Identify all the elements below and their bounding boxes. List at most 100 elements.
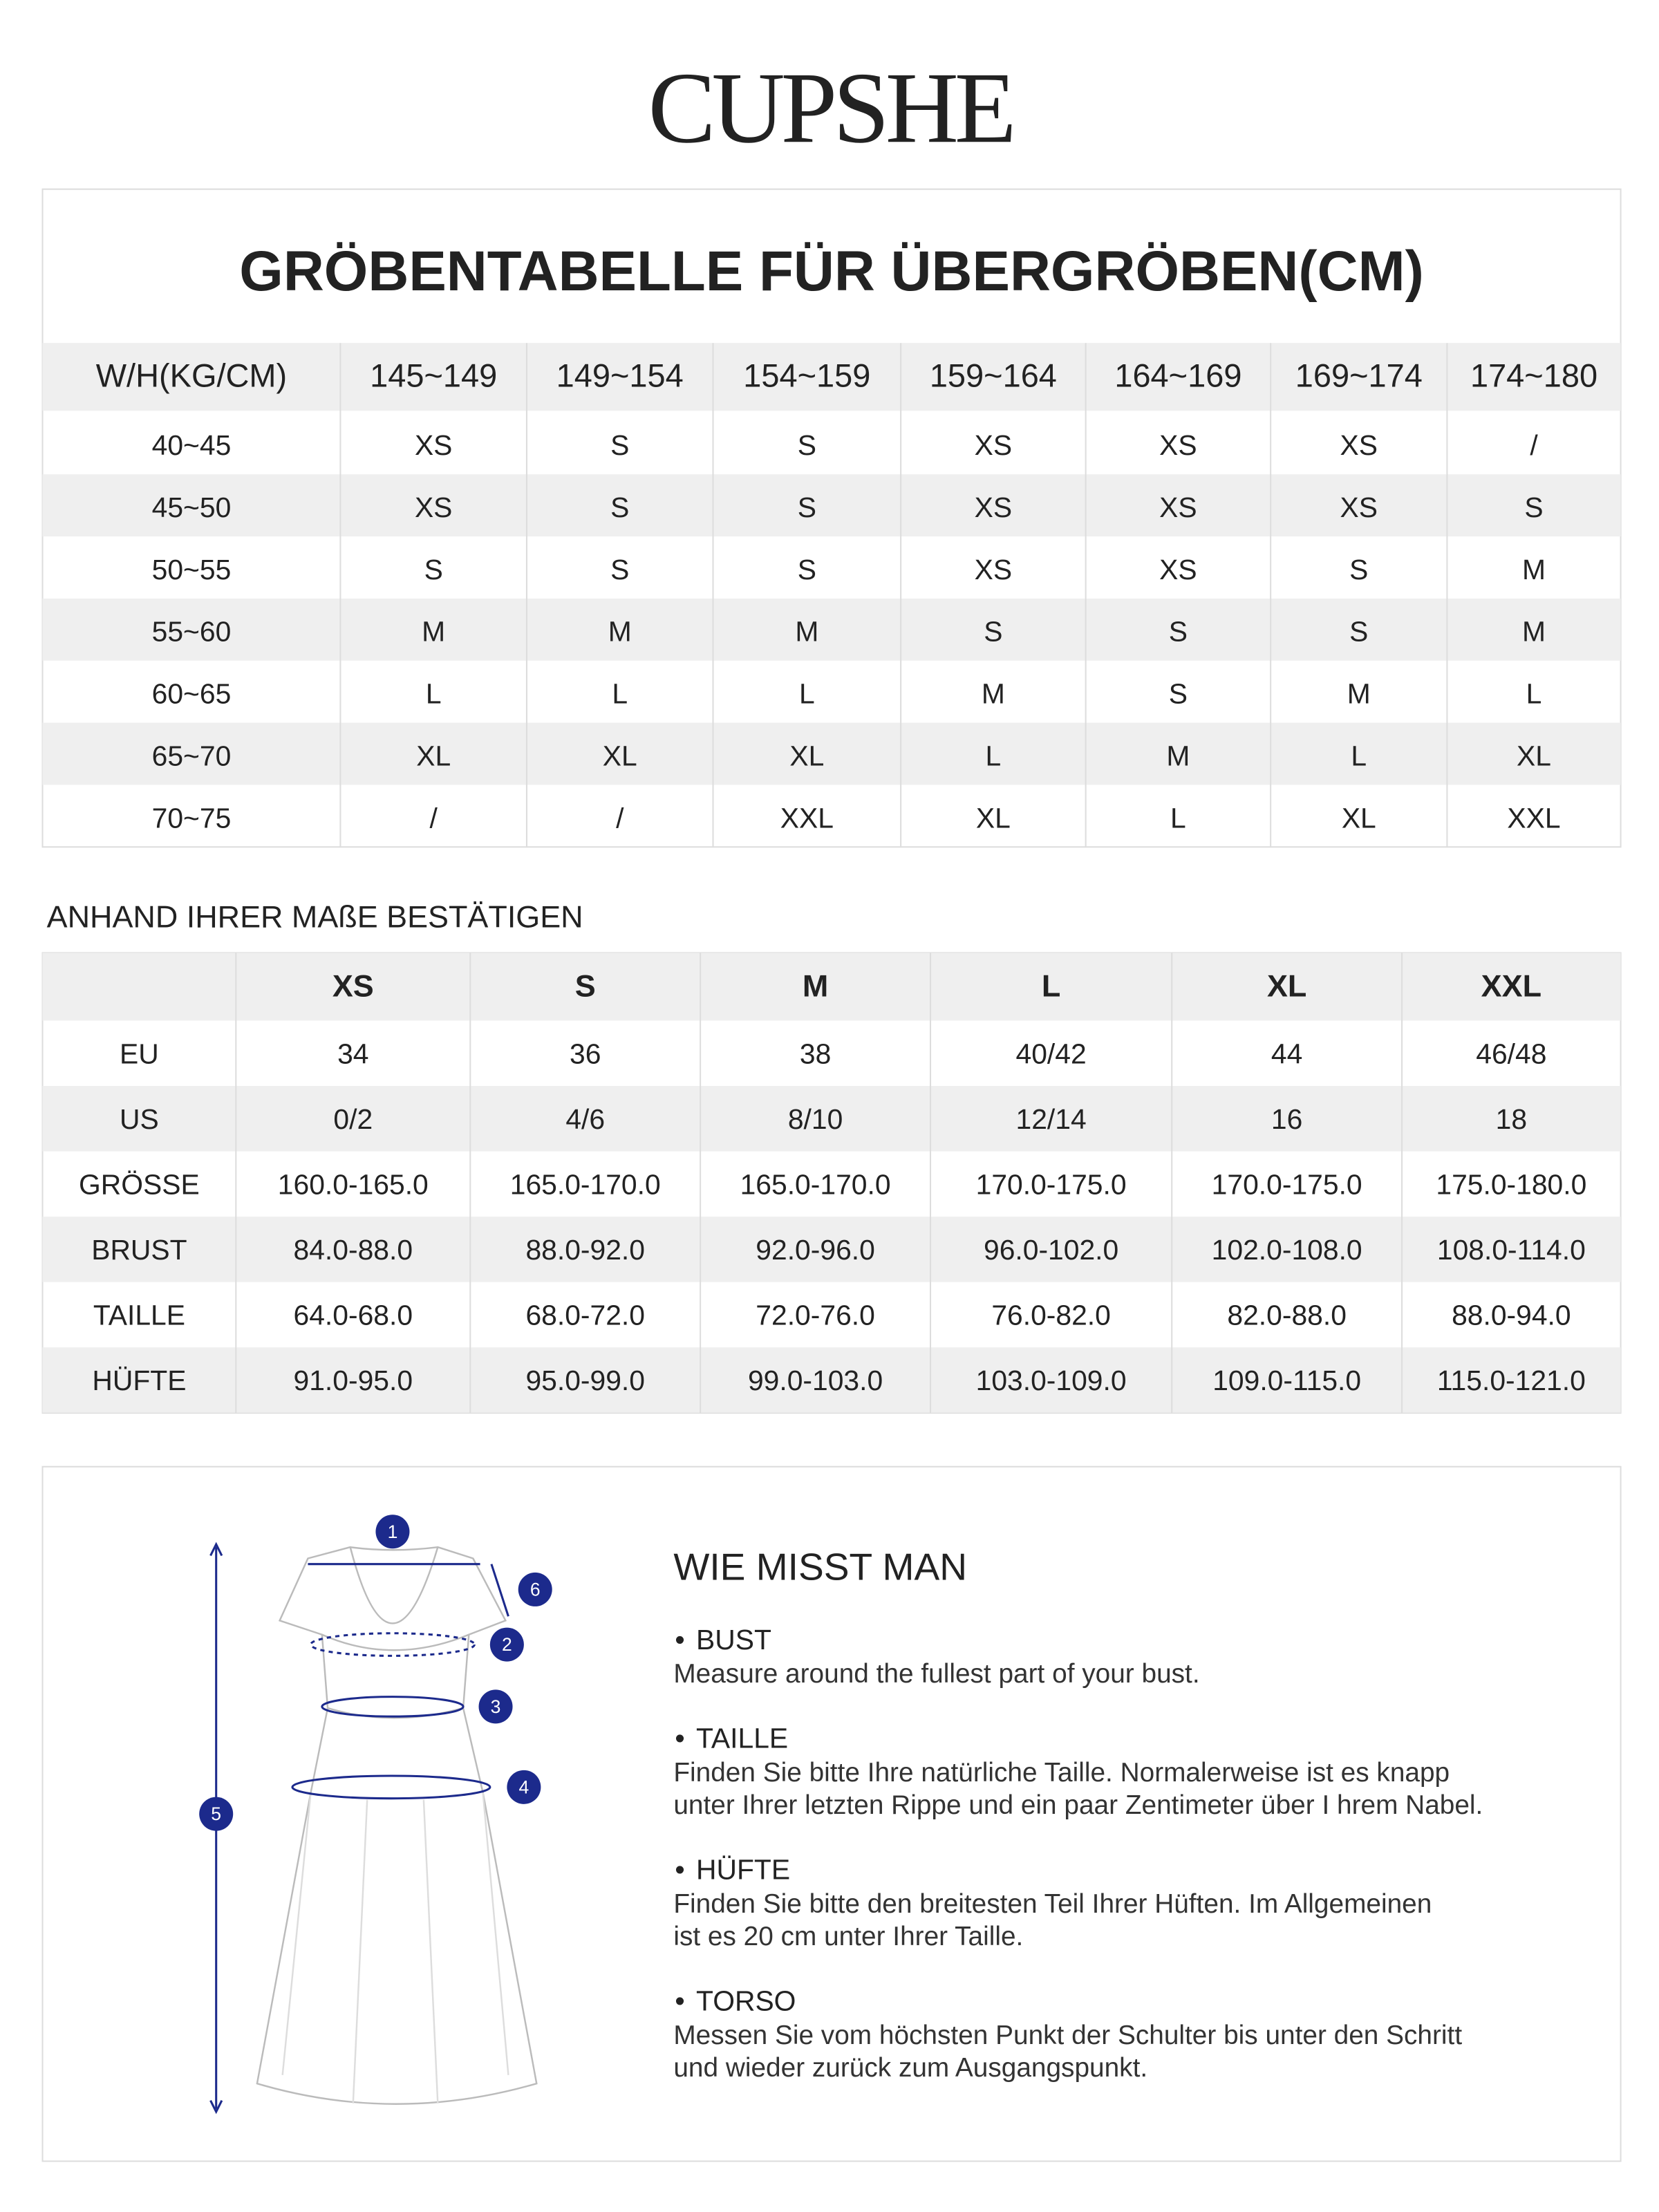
cell: S — [424, 554, 443, 585]
header-cell: W/H(KG/CM) — [96, 357, 287, 394]
cell: 4/6 — [565, 1103, 605, 1135]
cell: 72.0-76.0 — [756, 1299, 875, 1331]
marker-badge — [199, 1797, 234, 1831]
cell: XL — [976, 802, 1011, 834]
cell: 18 — [1496, 1103, 1527, 1135]
header-row-bg — [42, 343, 1621, 411]
cell: 115.0-121.0 — [1437, 1365, 1586, 1396]
header-cell: L — [1042, 968, 1060, 1003]
cell: 103.0-109.0 — [976, 1365, 1127, 1396]
section-text: ist es 20 cm unter Ihrer Taille. — [673, 1922, 1023, 1951]
cell: 70~75 — [152, 802, 232, 834]
section-text: Measure around the fullest part of your … — [673, 1659, 1199, 1689]
cell: S — [610, 491, 629, 523]
cell: 12/14 — [1016, 1103, 1087, 1135]
cell: L — [986, 740, 1002, 771]
cell: 109.0-115.0 — [1212, 1365, 1361, 1396]
cell: 16 — [1271, 1103, 1302, 1135]
cell: 64.0-68.0 — [294, 1299, 413, 1331]
header-cell: 169~174 — [1295, 357, 1423, 394]
cell: XS — [1159, 554, 1197, 585]
cell: US — [120, 1103, 159, 1135]
cell: 96.0-102.0 — [984, 1234, 1118, 1266]
cell: S — [610, 554, 629, 585]
header-cell: 174~180 — [1470, 357, 1597, 394]
section-heading: BUST — [696, 1624, 771, 1656]
bullet: • — [675, 1624, 684, 1656]
cell: XS — [975, 429, 1012, 461]
marker-number: 2 — [502, 1634, 512, 1655]
marker-badge — [507, 1770, 541, 1804]
row-bg — [42, 1347, 1621, 1413]
cell: S — [798, 554, 816, 585]
section-heading: TORSO — [696, 1985, 796, 2017]
cell: L — [799, 678, 815, 710]
cell: S — [798, 491, 816, 523]
section-text: Finden Sie bitte Ihre natürliche Taille.… — [673, 1758, 1450, 1788]
header-cell: XL — [1267, 968, 1306, 1003]
cell: M — [422, 616, 445, 648]
cell: 102.0-108.0 — [1212, 1234, 1362, 1266]
cell: 40/42 — [1016, 1038, 1087, 1069]
cell: L — [1526, 678, 1542, 710]
bullet: • — [675, 1854, 684, 1886]
cell: 170.0-175.0 — [1212, 1168, 1362, 1200]
cell: XL — [789, 740, 824, 771]
cell: 68.0-72.0 — [525, 1299, 645, 1331]
cell: 55~60 — [152, 616, 232, 648]
cell: XS — [975, 554, 1012, 585]
cell: EU — [120, 1038, 159, 1069]
dress-illustration — [256, 1546, 538, 2105]
row-bg — [42, 1086, 1621, 1152]
cell: S — [1169, 616, 1188, 648]
guide-title: WIE MISST MAN — [673, 1545, 967, 1588]
cell: M — [1166, 740, 1190, 771]
cell: L — [612, 678, 628, 710]
header-cell: S — [575, 968, 596, 1003]
cell: 95.0-99.0 — [525, 1365, 645, 1396]
header-cell: 149~154 — [556, 357, 684, 394]
cell: S — [798, 429, 816, 461]
cell: BRUST — [91, 1234, 187, 1266]
cell: XXL — [1507, 802, 1560, 834]
cell: XXL — [780, 802, 834, 834]
bullet: • — [675, 1985, 684, 2017]
size-table-title: GRÖBENTABELLE FÜR ÜBERGRÖBEN(CM) — [239, 240, 1424, 303]
cell: S — [984, 616, 1002, 648]
bullet: • — [675, 1723, 684, 1754]
marker-badge — [489, 1627, 524, 1662]
cell: S — [1349, 554, 1368, 585]
marker-number: 3 — [491, 1696, 501, 1717]
measure-lines — [209, 1541, 509, 2115]
cell: XS — [1159, 491, 1197, 523]
section-text: unter Ihrer letzten Rippe und ein paar Z… — [673, 1790, 1483, 1820]
cell: 65~70 — [152, 740, 232, 771]
marker-number: 4 — [518, 1777, 529, 1797]
cell: 88.0-94.0 — [1452, 1299, 1571, 1331]
cell: 38 — [800, 1038, 831, 1069]
cell: M — [1347, 678, 1371, 710]
brand-logo: CUPSHE — [648, 51, 1013, 164]
cell: 44 — [1271, 1038, 1302, 1069]
cell: M — [982, 678, 1005, 710]
cell: L — [1351, 740, 1367, 771]
header-cell: XXL — [1481, 968, 1541, 1003]
cell: 40~45 — [152, 429, 232, 461]
cell: M — [608, 616, 632, 648]
cell: 34 — [337, 1038, 368, 1069]
cell: S — [1349, 616, 1368, 648]
marker-badge — [518, 1572, 552, 1606]
cell: 45~50 — [152, 491, 232, 523]
cell: 0/2 — [333, 1103, 373, 1135]
cell: / — [616, 802, 624, 834]
cell: 36 — [570, 1038, 601, 1069]
section-text: Finden Sie bitte den breitesten Teil Ihr… — [673, 1889, 1432, 1919]
section-heading: HÜFTE — [696, 1854, 790, 1886]
cell: S — [1169, 678, 1188, 710]
marker-badge — [478, 1689, 513, 1724]
cell: HÜFTE — [92, 1365, 186, 1396]
cell: 91.0-95.0 — [294, 1365, 413, 1396]
cell: 92.0-96.0 — [756, 1234, 875, 1266]
marker-badge — [375, 1515, 410, 1549]
